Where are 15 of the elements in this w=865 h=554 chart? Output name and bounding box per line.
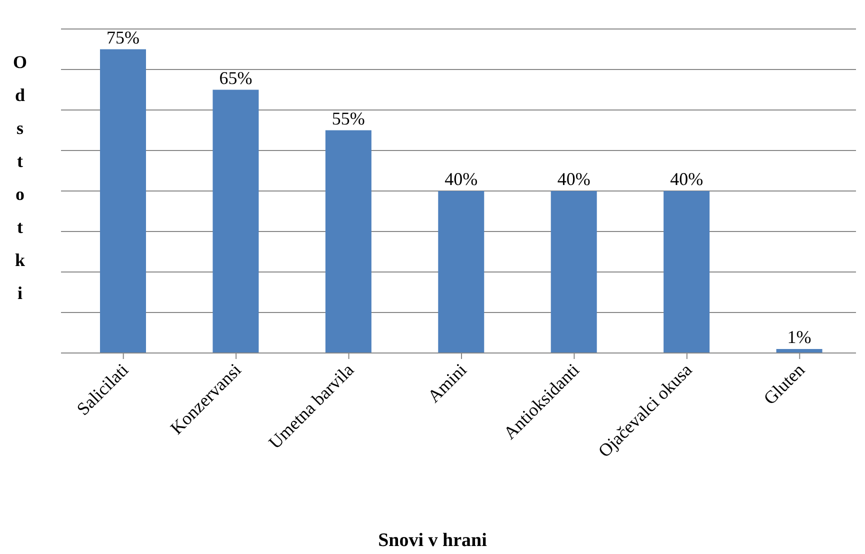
bar: [325, 130, 372, 353]
data-label: 40%: [444, 169, 478, 189]
data-label: 65%: [219, 68, 252, 88]
data-label: 40%: [670, 169, 704, 189]
data-label: 40%: [557, 169, 590, 189]
bar: [664, 191, 710, 353]
bar: [100, 49, 146, 353]
x-axis-title: Snovi v hrani: [377, 530, 488, 552]
bar: [212, 90, 259, 353]
data-label: 75%: [106, 27, 140, 48]
data-label: 1%: [787, 326, 812, 347]
data-label: 55%: [332, 108, 365, 128]
bar: [550, 191, 597, 353]
y-axis-title: Odstotki: [12, 52, 28, 303]
bar: [438, 191, 484, 353]
